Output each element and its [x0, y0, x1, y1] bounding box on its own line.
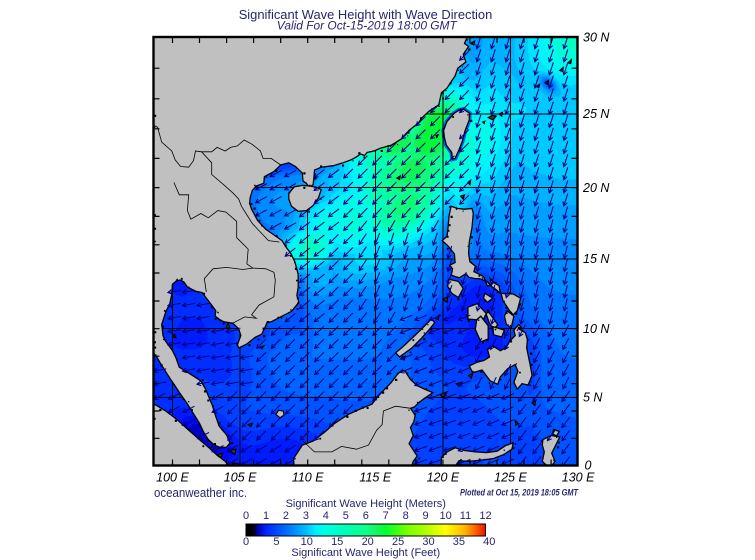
svg-text:Valid For Oct-15-2019 18:00 GM: Valid For Oct-15-2019 18:00 GMT	[277, 21, 458, 33]
svg-text:120 E: 120 E	[427, 471, 460, 485]
svg-text:100 E: 100 E	[156, 471, 189, 485]
svg-text:0: 0	[243, 510, 249, 522]
svg-text:11: 11	[460, 510, 471, 522]
svg-text:25: 25	[392, 536, 404, 548]
svg-text:15 N: 15 N	[583, 252, 610, 266]
svg-text:35: 35	[453, 536, 465, 548]
svg-text:125 E: 125 E	[494, 471, 527, 485]
svg-text:10 N: 10 N	[583, 322, 610, 336]
svg-text:oceanweather inc.: oceanweather inc.	[154, 486, 247, 500]
svg-text:3: 3	[303, 510, 309, 522]
svg-text:2: 2	[283, 510, 289, 522]
svg-text:9: 9	[423, 510, 429, 522]
svg-text:Significant Wave Height with W: Significant Wave Height with Wave Direct…	[239, 7, 493, 22]
svg-text:12: 12	[479, 510, 491, 522]
svg-text:Significant Wave Height (Meter: Significant Wave Height (Meters)	[286, 498, 446, 510]
svg-text:105 E: 105 E	[224, 471, 257, 485]
svg-text:4: 4	[323, 510, 329, 522]
svg-text:10: 10	[439, 510, 451, 522]
svg-text:20: 20	[362, 536, 374, 548]
svg-text:1: 1	[263, 510, 269, 522]
svg-text:Plotted at Oct 15, 2019 18:05: Plotted at Oct 15, 2019 18:05 GMT	[460, 488, 579, 498]
svg-text:6: 6	[363, 510, 369, 522]
svg-text:130 E: 130 E	[562, 471, 595, 485]
svg-text:5: 5	[273, 536, 279, 548]
svg-text:30: 30	[422, 536, 434, 548]
svg-text:20 N: 20 N	[582, 181, 610, 195]
svg-text:7: 7	[383, 510, 389, 522]
svg-text:40: 40	[483, 536, 495, 548]
svg-text:0: 0	[243, 536, 249, 548]
svg-text:15: 15	[331, 536, 343, 548]
svg-text:30 N: 30 N	[583, 30, 610, 44]
svg-text:0: 0	[585, 459, 592, 473]
svg-text:Significant Wave Height (Feet): Significant Wave Height (Feet)	[291, 547, 440, 559]
svg-text:8: 8	[403, 510, 409, 522]
svg-text:10: 10	[301, 536, 313, 548]
svg-text:110 E: 110 E	[292, 471, 324, 485]
svg-text:5: 5	[343, 510, 349, 522]
svg-text:5 N: 5 N	[583, 391, 603, 405]
svg-text:25 N: 25 N	[582, 107, 610, 121]
svg-text:115 E: 115 E	[359, 471, 391, 485]
